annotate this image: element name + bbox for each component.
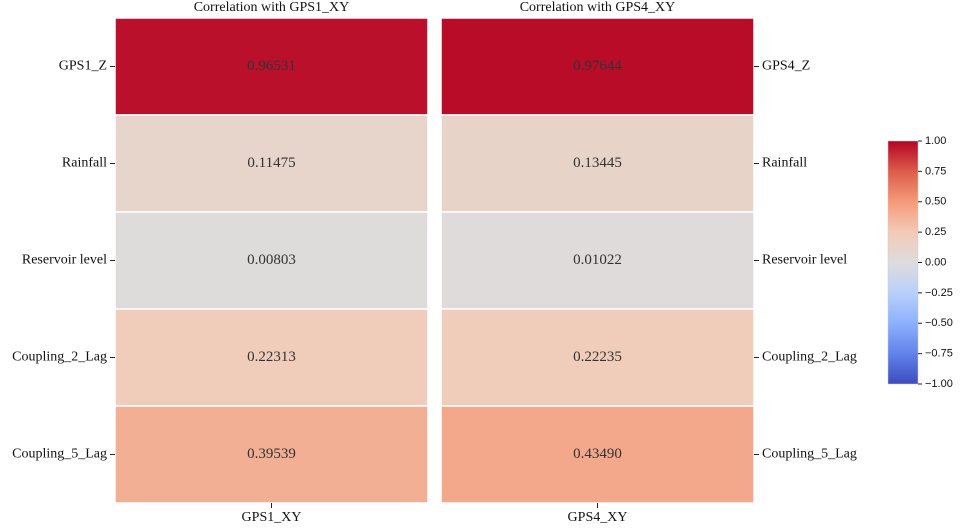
- y-tick-label: GPS4_Z: [762, 59, 810, 74]
- heatmap-cell: [440, 211, 755, 310]
- cell-value: 0.11475: [247, 155, 295, 171]
- colorbar-tick-label: −0.25: [925, 287, 953, 299]
- y-tick-label: Coupling_5_Lag: [762, 447, 857, 462]
- colorbar-tick-label: 1.00: [925, 135, 946, 147]
- heatmap-cell: [440, 17, 755, 116]
- colorbar-tick-label: −0.75: [925, 348, 953, 360]
- y-tick-label: Rainfall: [762, 156, 807, 171]
- y-tick-label: GPS1_Z: [59, 59, 107, 74]
- heatmap-cell: [440, 308, 755, 407]
- cell-value: 0.00803: [247, 252, 296, 268]
- y-tick-label: Coupling_5_Lag: [12, 447, 107, 462]
- cell-value: 0.13445: [573, 155, 622, 171]
- heatmap-cell: [114, 308, 429, 407]
- panel-title: Correlation with GPS4_XY: [520, 0, 676, 15]
- colorbar-tick-label: 0.25: [925, 226, 946, 238]
- heatmap-cell: [440, 405, 755, 504]
- y-tick-label: Coupling_2_Lag: [12, 350, 107, 365]
- y-tick-label: Reservoir level: [762, 253, 847, 268]
- y-tick-label: Coupling_2_Lag: [762, 350, 857, 365]
- x-tick-label: GPS4_XY: [568, 510, 628, 525]
- colorbar-tick-label: −1.00: [925, 378, 953, 390]
- heatmap-cell: [114, 114, 429, 213]
- colorbar-tick-label: 0.00: [925, 256, 946, 268]
- y-tick-label: Rainfall: [62, 156, 107, 171]
- cell-value: 0.96531: [247, 58, 296, 74]
- cell-value: 0.22313: [247, 349, 296, 365]
- heatmap-cell: [114, 17, 429, 116]
- cell-value: 0.39539: [247, 446, 296, 462]
- panel-title: Correlation with GPS1_XY: [194, 0, 350, 15]
- cell-value: 0.97644: [573, 58, 622, 74]
- cell-value: 0.43490: [573, 446, 622, 462]
- x-tick-label: GPS1_XY: [242, 510, 302, 525]
- cell-value: 0.22235: [573, 349, 622, 365]
- colorbar: [887, 140, 919, 385]
- colorbar-tick-label: 0.75: [925, 165, 946, 177]
- colorbar-tick-label: −0.50: [925, 317, 953, 329]
- colorbar-tick-label: 0.50: [925, 196, 946, 208]
- y-tick-label: Reservoir level: [22, 253, 107, 268]
- cell-value: 0.01022: [573, 252, 622, 268]
